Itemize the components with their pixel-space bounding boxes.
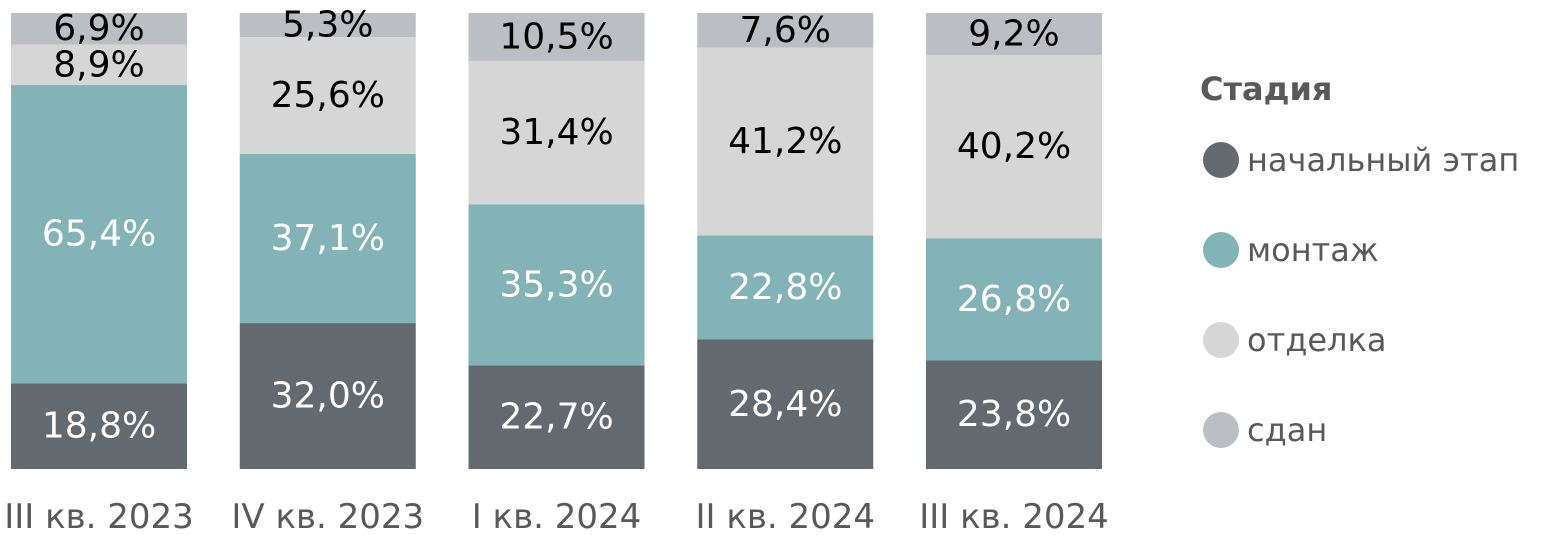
- bar-segment-2-cat-1: [11, 85, 187, 384]
- category-labels-layer: III кв. 2023 IV кв. 2023 I кв. 2024 II кв. …: [4, 497, 1109, 535]
- bar-segment-4-cat-3: [468, 13, 645, 61]
- segment-label-2-cat-5: 26,8%: [957, 279, 1071, 320]
- segment-label-1-cat-2: 32,0%: [271, 376, 385, 417]
- segment-label-2-cat-4: 22,8%: [728, 267, 842, 308]
- legend-title: Стадия: [1200, 70, 1332, 108]
- category-label-3: I кв. 2024: [472, 497, 642, 535]
- segment-label-1-cat-5: 23,8%: [957, 394, 1071, 435]
- bar-segment-2-cat-5: [926, 238, 1102, 361]
- segment-label-2-cat-1: 65,4%: [42, 214, 156, 255]
- bar-segment-3-cat-2: [239, 37, 416, 154]
- bar-segment-3-cat-5: [926, 54, 1102, 239]
- segment-label-4-cat-3: 10,5%: [499, 16, 613, 57]
- category-label-1: III кв. 2023: [4, 497, 194, 535]
- segment-label-1-cat-4: 28,4%: [728, 384, 842, 425]
- bar-segment-1-cat-5: [926, 360, 1102, 469]
- segment-label-3-cat-3: 31,4%: [499, 112, 613, 153]
- segment-label-1-cat-3: 22,7%: [499, 397, 613, 438]
- segment-label-1-cat-1: 18,8%: [42, 406, 156, 447]
- segment-label-3-cat-4: 41,2%: [728, 121, 842, 162]
- category-label-2: IV кв. 2023: [231, 497, 424, 535]
- category-label-5: III кв. 2024: [919, 497, 1109, 535]
- legend-label-4: сдан: [1247, 411, 1327, 449]
- bars-layer: [11, 13, 1102, 469]
- bar-segment-2-cat-4: [697, 235, 874, 340]
- bar-segment-4-cat-1: [11, 13, 187, 45]
- bar-segment-2-cat-3: [468, 204, 645, 366]
- legend-label-2: монтаж: [1247, 231, 1379, 269]
- bar-segment-4-cat-5: [926, 13, 1102, 55]
- bar-segment-1-cat-2: [239, 323, 416, 469]
- bar-segment-4-cat-4: [697, 13, 874, 48]
- segment-label-2-cat-3: 35,3%: [499, 264, 613, 305]
- bar-segment-2-cat-2: [239, 153, 416, 324]
- bar-segment-1-cat-4: [697, 339, 874, 469]
- legend-marker-4: [1203, 412, 1239, 448]
- category-label-4: II кв. 2024: [695, 497, 875, 535]
- segment-label-3-cat-1: 8,9%: [53, 44, 144, 85]
- bar-segment-3-cat-4: [697, 47, 874, 236]
- segment-label-4-cat-5: 9,2%: [968, 13, 1059, 54]
- bar-segment-1-cat-1: [11, 383, 187, 469]
- segment-label-2-cat-2: 37,1%: [271, 218, 385, 259]
- legend-label-1: начальный этап: [1247, 141, 1519, 179]
- bar-segment-3-cat-1: [11, 44, 187, 86]
- bar-segment-3-cat-3: [468, 60, 645, 205]
- bar-segment-4-cat-2: [239, 13, 416, 38]
- legend-label-3: отделка: [1247, 321, 1386, 359]
- legend-marker-2: [1203, 232, 1239, 268]
- segment-label-4-cat-4: 7,6%: [740, 10, 831, 51]
- legend-marker-3: [1203, 322, 1239, 358]
- segment-labels-layer: 18,8% 65,4% 8,9%6,9% 32,0% 37,1% 25,6% 5,3% 22,…: [42, 5, 1071, 447]
- segment-label-3-cat-5: 40,2%: [957, 126, 1071, 167]
- segment-label-4-cat-1: 6,9%: [53, 8, 144, 49]
- segment-label-4-cat-2: 5,3%: [282, 5, 373, 46]
- segment-label-3-cat-2: 25,6%: [271, 75, 385, 116]
- legend-marker-1: [1203, 142, 1239, 178]
- legend: Стадия начальный этап монтаж отделка сдан: [1200, 70, 1519, 449]
- bar-segment-1-cat-3: [468, 365, 645, 469]
